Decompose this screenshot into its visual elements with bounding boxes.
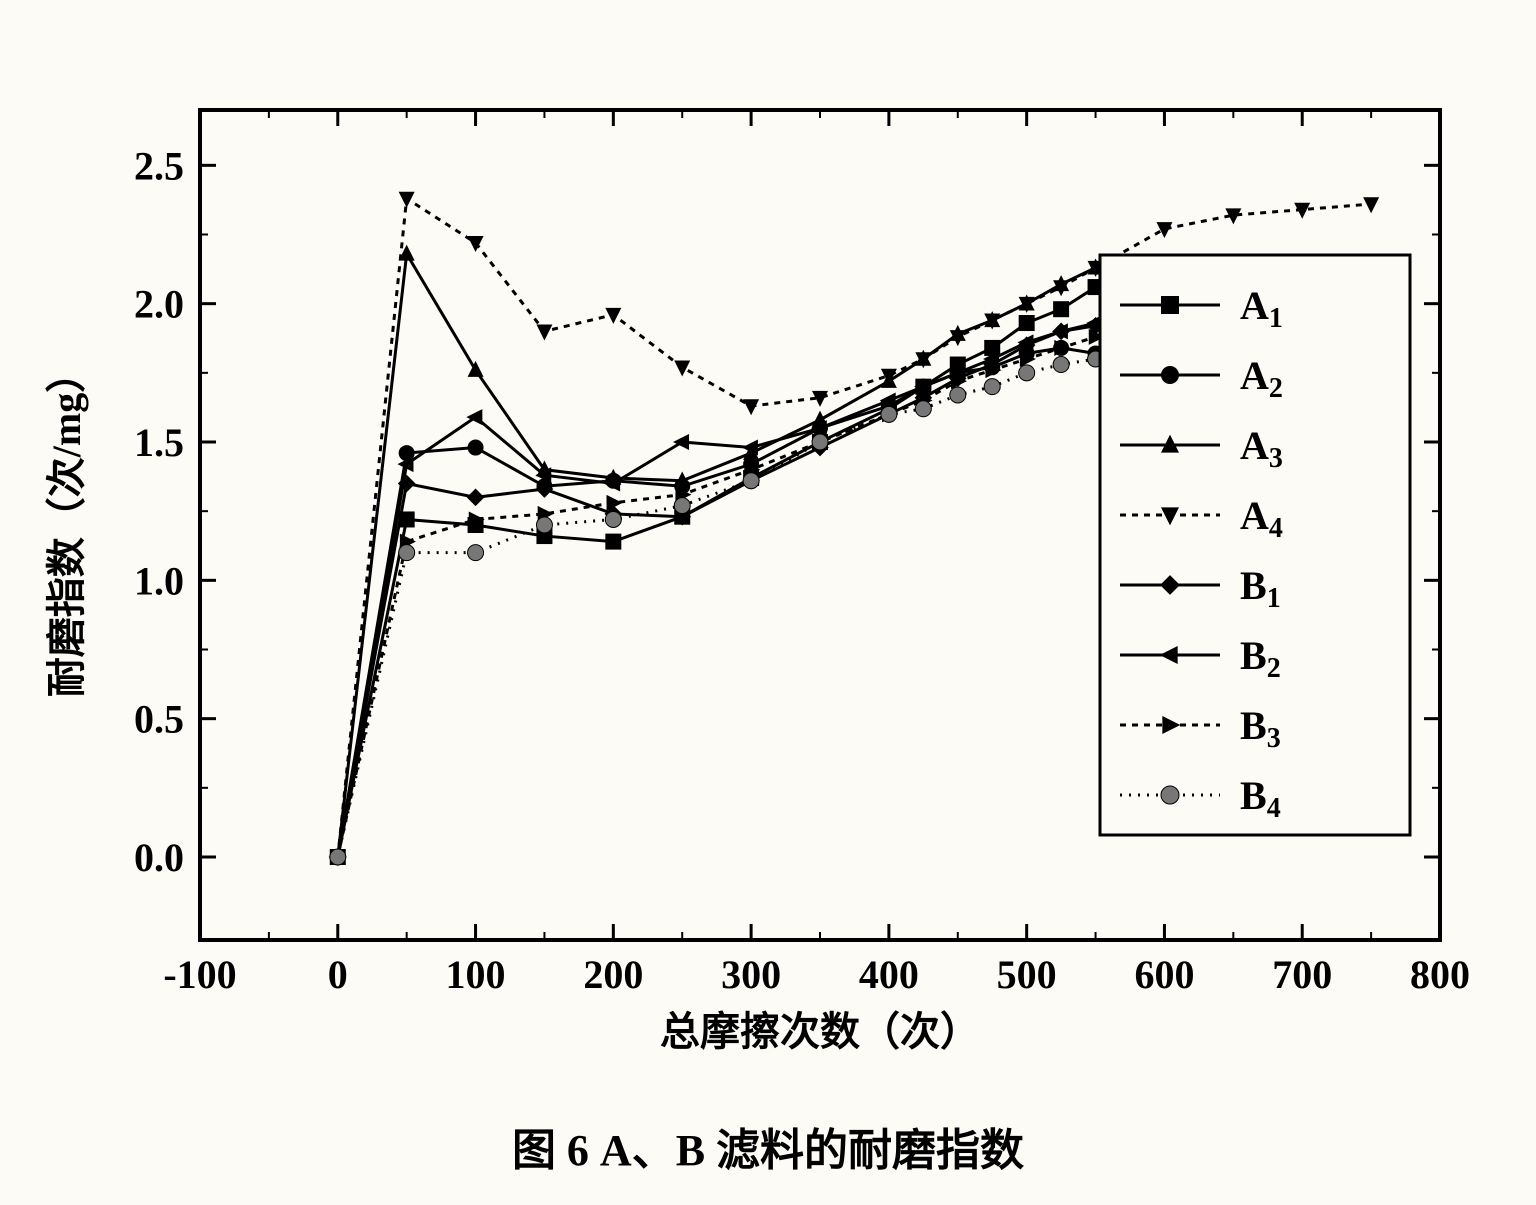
x-tick-label: 300 [721,952,781,997]
x-tick-label: 500 [997,952,1057,997]
y-tick-label: 2.0 [134,282,184,327]
y-tick-label: 1.5 [134,420,184,465]
figure-caption: 图 6 A、B 滤料的耐磨指数 [512,1126,1024,1175]
legend: A1A2A3A4B1B2B3B4 [1100,255,1410,835]
y-tick-label: 0.5 [134,697,184,742]
x-tick-label: -100 [163,952,236,997]
x-tick-label: 700 [1272,952,1332,997]
x-tick-label: 800 [1410,952,1470,997]
wear-index-chart: -100 0 100 200 300 400 500 600 700 800 总摩擦次数（次） 0.0… [0,0,1536,1205]
x-axis-label: 总摩擦次数（次） [660,1009,980,1054]
y-tick-label: 0.0 [134,835,184,880]
x-tick-label: 400 [859,952,919,997]
chart-container: -100 0 100 200 300 400 500 600 700 800 总摩擦次数（次） 0.0… [0,0,1536,1205]
y-tick-label: 1.0 [134,558,184,603]
x-tick-label: 0 [328,952,348,997]
y-tick-label: 2.5 [134,143,184,188]
x-tick-label: 200 [583,952,643,997]
y-axis-label: 耐磨指数（次/mg） [44,353,89,697]
x-tick-label: 100 [446,952,506,997]
x-tick-label: 600 [1134,952,1194,997]
